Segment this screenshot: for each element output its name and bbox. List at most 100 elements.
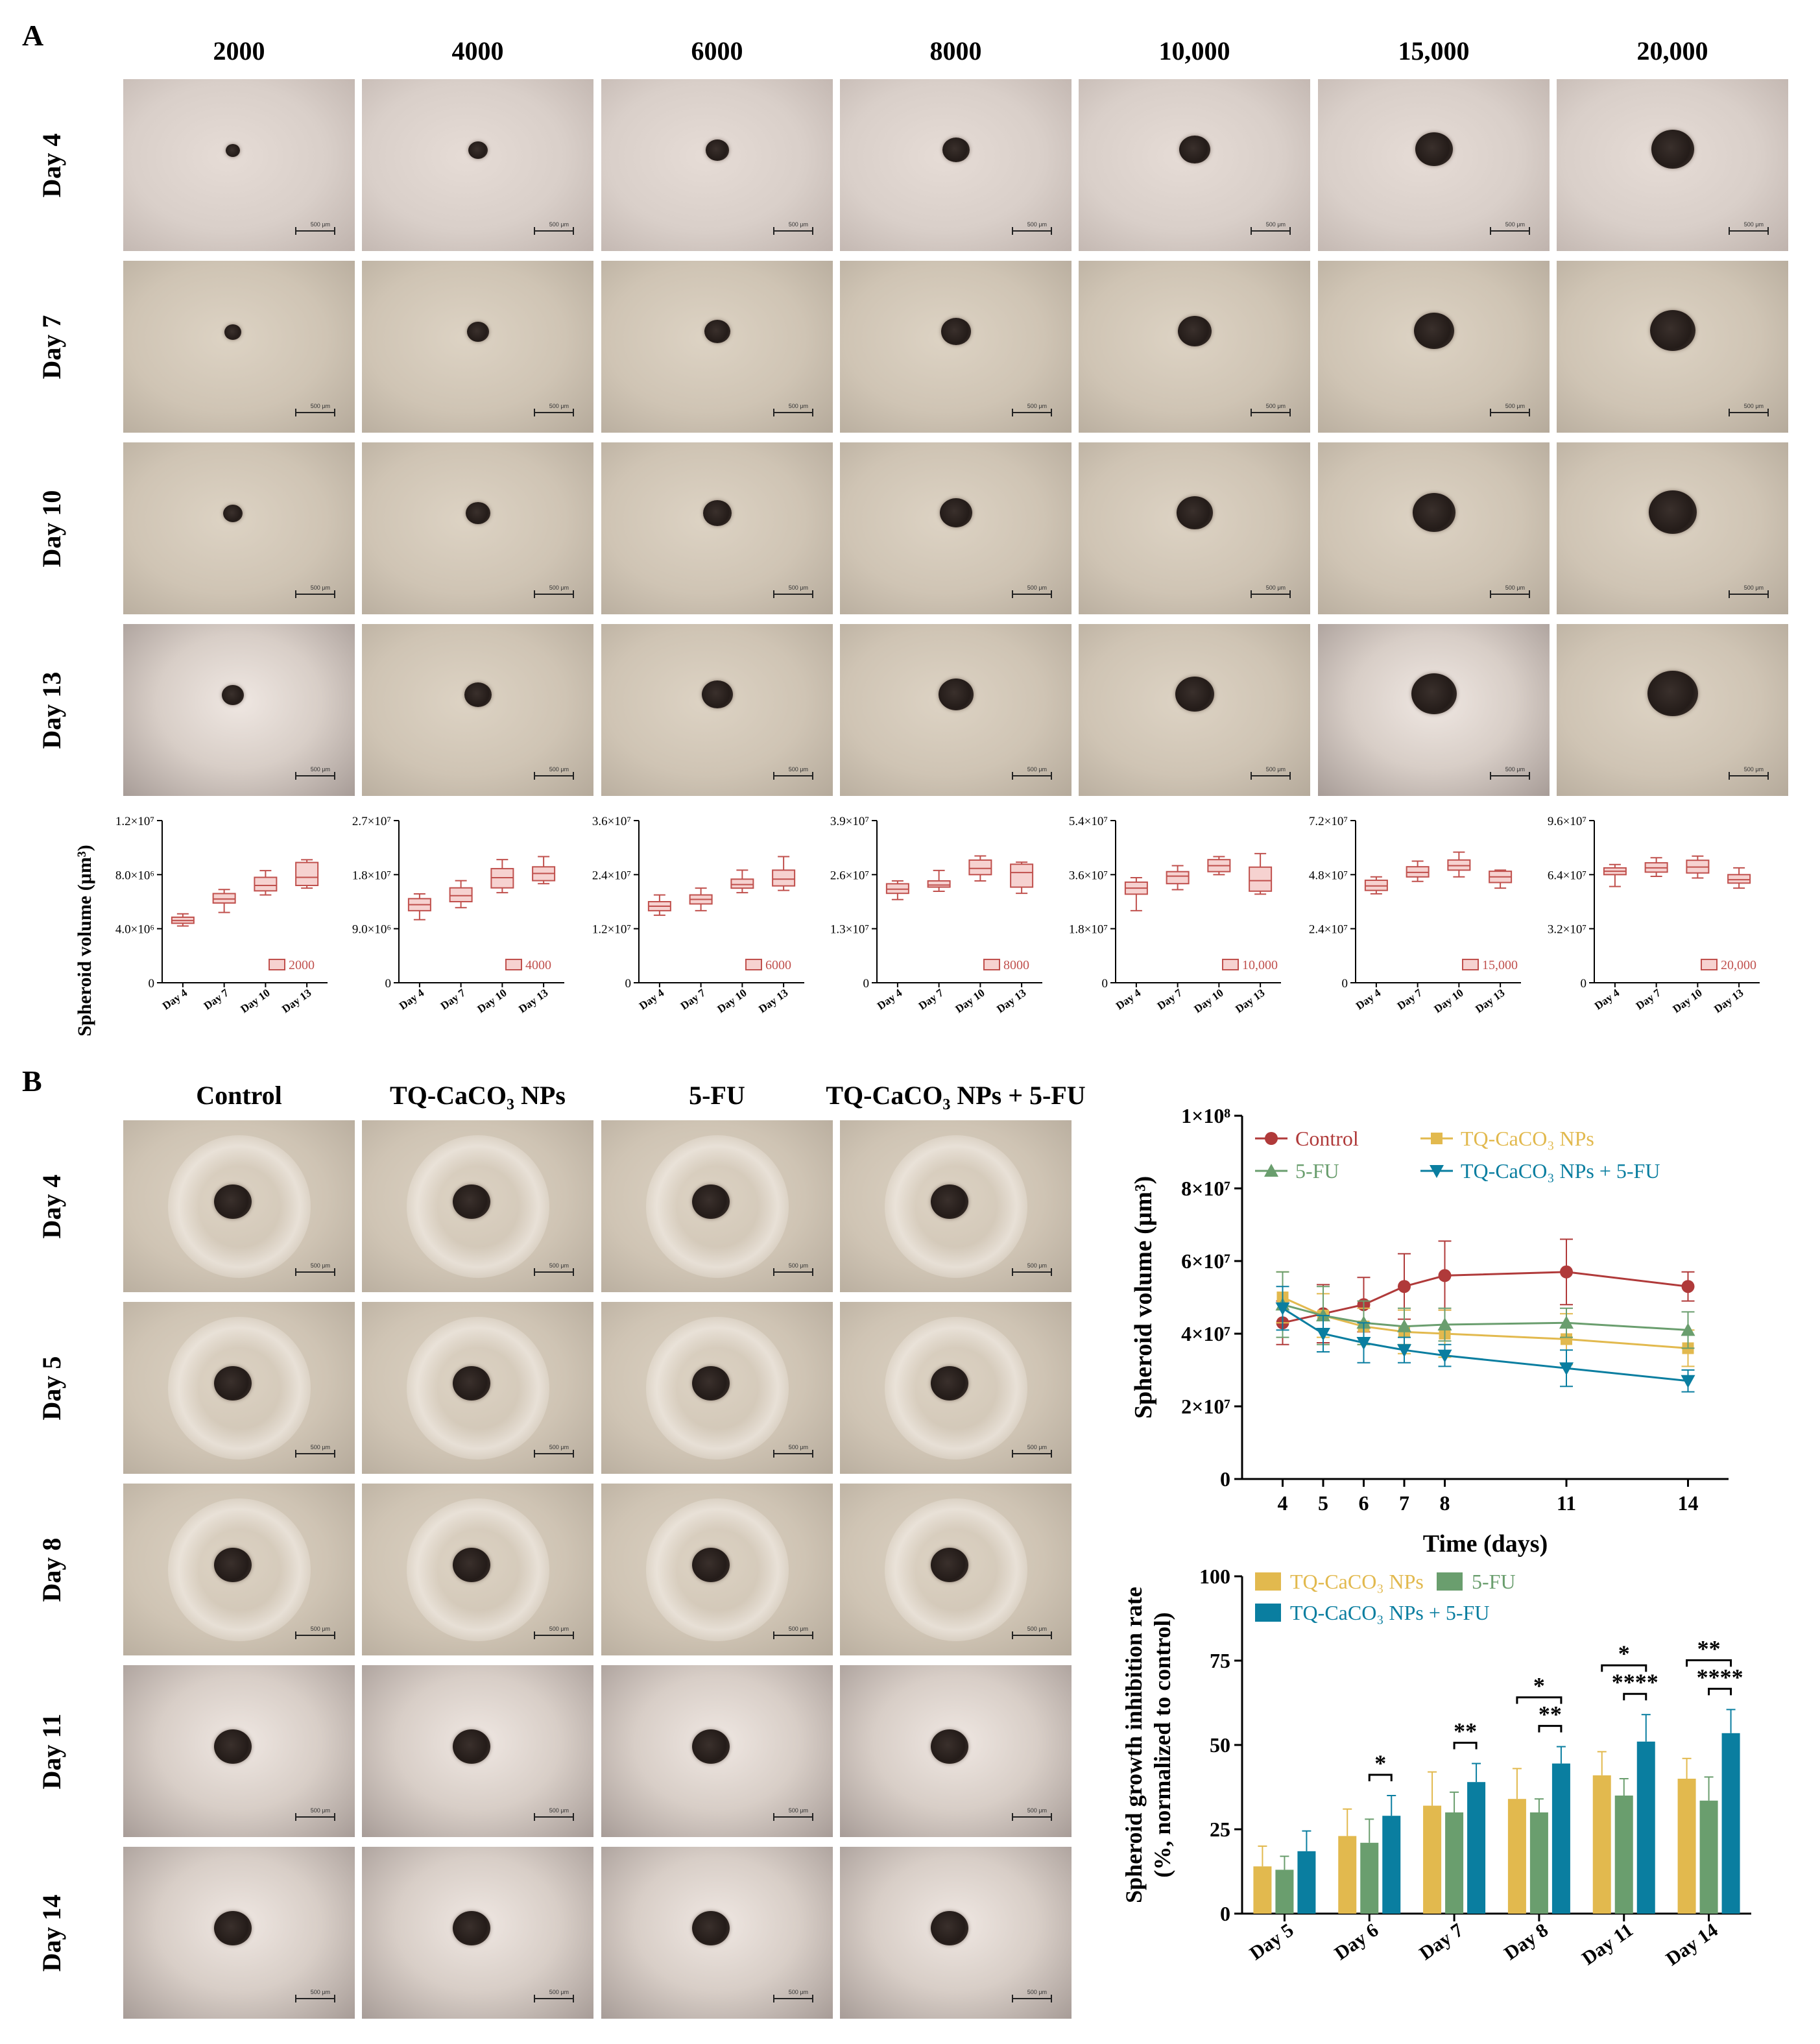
scale-bar [1012, 772, 1052, 780]
y-tick-label: 8.0×10⁶ [115, 869, 154, 882]
data-point [1561, 1333, 1572, 1345]
legend-label: Control [1295, 1127, 1359, 1150]
x-tick-label: Day 7 [1155, 986, 1185, 1012]
x-tick-label: Day 8 [1500, 1919, 1552, 1965]
cell-count-label: 20,000 [1636, 36, 1708, 66]
scale-bar [534, 1813, 574, 1821]
y-tick-label: 100 [1199, 1565, 1230, 1588]
legend-swatch [1255, 1604, 1281, 1622]
legend-label: 8000 [1003, 958, 1029, 972]
scale-bar-label: 500 μm [549, 766, 569, 773]
bar [1507, 1799, 1526, 1914]
y-tick-label: 25 [1210, 1818, 1230, 1841]
micrograph-image: 500 μm [840, 442, 1072, 614]
x-tick-label: Day 7 [678, 986, 708, 1012]
y-tick-label: 0 [1342, 977, 1348, 991]
micrograph-image: 500 μm [1079, 442, 1310, 614]
x-tick-label: Day 6 [1331, 1919, 1383, 1965]
scale-bar-label: 500 μm [310, 1807, 330, 1814]
spheroid-image [1649, 310, 1695, 352]
scale-bar-label: 500 μm [1027, 1807, 1047, 1814]
micrograph-image: 500 μm [362, 442, 593, 614]
day-row-label: Day 11 [37, 1713, 66, 1789]
scale-bar [1251, 227, 1291, 235]
scale-bar [1012, 1631, 1052, 1639]
x-tick-label: Day 14 [1662, 1919, 1722, 1970]
micrograph-image: 500 μm [362, 1665, 593, 1837]
scale-bar [1490, 590, 1530, 598]
bar [1677, 1779, 1696, 1914]
day-row-label: Day 8 [37, 1537, 66, 1602]
box-plot: 0 1.3×10⁷ 2.6×10⁷ 3.9×10⁷ Day 4 Day 7 Day 10 Da… [830, 815, 1042, 1015]
scale-bar-label: 500 μm [549, 403, 569, 409]
x-tick-label: Day 10 [1191, 987, 1225, 1016]
data-point [1397, 1319, 1411, 1332]
x-tick-label: 7 [1399, 1491, 1409, 1515]
y-tick-label: 0 [385, 977, 392, 991]
y-tick-label: 4.8×10⁷ [1309, 869, 1348, 882]
significance-bracket: ** [1686, 1635, 1732, 1667]
micrograph-image: 500 μm [362, 1302, 593, 1474]
y-tick-label: 3.6×10⁷ [592, 815, 631, 828]
x-tick-label: Day 11 [1578, 1919, 1637, 1969]
micrograph-image: 500 μm [601, 624, 833, 796]
legend-label: 6000 [765, 958, 791, 972]
box-iqr [1010, 863, 1034, 888]
micrograph-image: 500 μm [123, 1120, 355, 1292]
scale-bar-label: 500 μm [788, 403, 808, 409]
day-row-label: Day 10 [37, 490, 66, 567]
bar [1636, 1741, 1655, 1914]
box-iqr [1727, 874, 1751, 884]
scale-bar [1729, 590, 1769, 598]
legend-swatch [505, 959, 522, 970]
scale-bar [534, 772, 574, 780]
series-line-group [1275, 1286, 1695, 1393]
micrograph-image: 500 μm [601, 79, 833, 251]
bracket-line [1601, 1664, 1647, 1672]
box-iqr [1249, 866, 1273, 892]
treatment-label: Control [196, 1081, 282, 1110]
scale-bar-label: 500 μm [1027, 1989, 1047, 1995]
day-row-label: Day 14 [37, 1894, 66, 1971]
scale-bar-label: 500 μm [1265, 403, 1286, 409]
panel-a-letter: A [22, 19, 44, 52]
micrograph-image: 500 μm [123, 1847, 355, 2019]
scale-bar [295, 409, 335, 416]
y-tick-label: 4.0×10⁶ [115, 923, 154, 937]
micrograph-image: 500 μm [601, 261, 833, 433]
legend-label: 20,000 [1721, 958, 1756, 972]
spheroid-image [702, 500, 732, 526]
day-row-label: Day 13 [37, 671, 66, 749]
spheroid-image [691, 1365, 730, 1401]
bracket-line [1538, 1725, 1563, 1733]
micrograph-image: 500 μm [840, 1847, 1072, 2019]
legend-label: 4000 [525, 958, 551, 972]
scale-bar [1012, 1268, 1052, 1276]
data-point [1356, 1316, 1371, 1329]
x-tick-label: Day 13 [756, 987, 790, 1016]
spheroid-image [691, 1184, 730, 1219]
significance-label: **** [1612, 1669, 1658, 1695]
spheroid-image [691, 1547, 730, 1582]
bracket-line [1453, 1742, 1478, 1749]
legend-swatch [1437, 1572, 1463, 1591]
y-tick-label: 2.7×10⁷ [352, 815, 391, 828]
scale-bar [1729, 227, 1769, 235]
bar [1529, 1812, 1548, 1914]
x-axis-label: Time (days) [1423, 1530, 1548, 1557]
scale-bar [534, 1450, 574, 1458]
x-tick-label: Day 4 [397, 986, 427, 1012]
bar [1699, 1800, 1718, 1914]
legend-label: TQ-CaCO₃ NPs [1461, 1127, 1594, 1150]
scale-bar-label: 500 μm [1027, 766, 1047, 773]
x-tick-label: Day 13 [280, 987, 313, 1016]
scale-bar-label: 500 μm [1027, 1626, 1047, 1632]
y-tick-label: 1.3×10⁷ [830, 923, 869, 937]
x-tick-label: 6 [1359, 1491, 1369, 1515]
micrograph-image: 500 μm [840, 624, 1072, 796]
spheroid-image [939, 498, 972, 528]
spheroid-image [1647, 671, 1698, 717]
legend-label: TQ-CaCO₃ NPs [1290, 1570, 1424, 1593]
micrograph-image: 500 μm [601, 1120, 833, 1292]
bar [1338, 1836, 1357, 1914]
